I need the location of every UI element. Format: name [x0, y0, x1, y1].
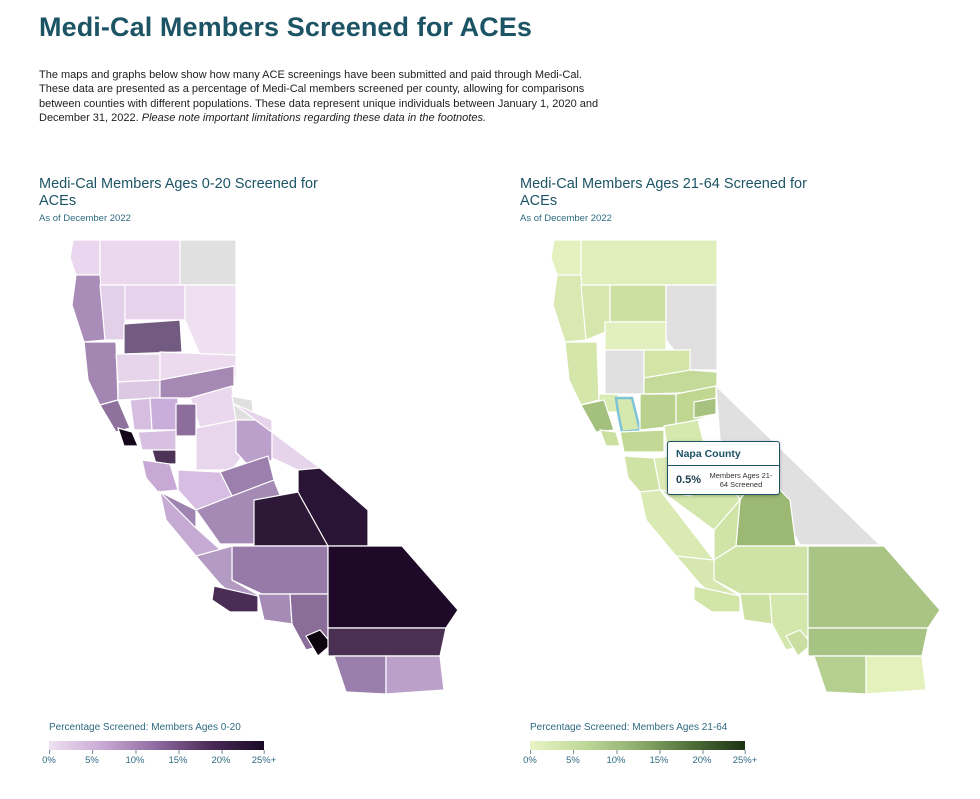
county-mendocino[interactable] [83, 341, 119, 406]
county-imperial[interactable] [865, 655, 927, 695]
legend-tick: 15% [649, 750, 669, 766]
tooltip-value: 0.5% [676, 474, 702, 486]
county-tehama[interactable] [123, 319, 183, 355]
legend-tick: 20% [211, 750, 231, 766]
county-tooltip: Napa County 0.5% Members Ages 21-64 Scre… [667, 441, 780, 495]
county-modoc [179, 239, 237, 286]
legend-tick: 25%+ [732, 750, 758, 766]
county-alpine[interactable] [693, 397, 717, 419]
county-contra-costa[interactable] [137, 429, 177, 451]
legend-tick: 20% [692, 750, 712, 766]
county-humboldt[interactable] [552, 274, 587, 343]
county-riverside[interactable] [807, 627, 929, 657]
map-subtitle-ages-0-20: As of December 2022 [39, 213, 131, 224]
county-alameda[interactable] [151, 449, 177, 465]
county-santa-clara[interactable] [141, 459, 179, 493]
legend-tick: 10% [606, 750, 626, 766]
legend-tick: 5% [85, 750, 99, 766]
county-glenn-butte[interactable] [115, 353, 161, 383]
county-riverside[interactable] [327, 627, 447, 657]
county-kings-kern[interactable] [231, 545, 329, 595]
county-kings-kern[interactable] [713, 545, 809, 595]
legend-ticks-ages-21-64: 0% 5% 10% 15% 20% 25%+ [523, 750, 757, 766]
legend-tick: 10% [125, 750, 145, 766]
county-del-norte[interactable] [550, 239, 582, 276]
county-imperial[interactable] [385, 655, 445, 695]
county-siskiyou[interactable] [99, 239, 181, 286]
tooltip-county-name: Napa County [676, 448, 741, 460]
map-title-ages-21-64: Medi-Cal Members Ages 21-64 Screened for… [520, 176, 807, 209]
county-mono[interactable] [233, 403, 322, 471]
tooltip-label: Members Ages 21-64 Screened [709, 471, 773, 489]
county-del-norte[interactable] [69, 239, 101, 276]
county-sonoma[interactable] [580, 399, 615, 433]
county-ventura[interactable] [739, 593, 773, 625]
county-shasta[interactable] [609, 284, 667, 323]
legend-tick: 15% [168, 750, 188, 766]
county-lake-colusa[interactable] [117, 379, 161, 401]
county-napa-yolo[interactable] [129, 397, 153, 431]
legend-tick: 0% [42, 750, 56, 766]
legend-gradient-ages-21-64 [530, 741, 745, 750]
legend-gradient-ages-0-20 [49, 741, 264, 750]
legend-title-ages-21-64: Percentage Screened: Members Ages 21-64 [530, 722, 728, 733]
county-yuba-nevada[interactable] [643, 369, 718, 395]
county-contra-costa[interactable] [619, 429, 665, 453]
county-mendocino[interactable] [564, 341, 600, 406]
county-trinity[interactable] [99, 284, 126, 341]
map-subtitle-ages-21-64: As of December 2022 [520, 213, 612, 224]
county-san-diego[interactable] [813, 655, 867, 695]
page-title: Medi-Cal Members Screened for ACEs [39, 12, 533, 42]
legend-title-ages-0-20: Percentage Screened: Members Ages 0-20 [49, 722, 241, 733]
county-sutter-sacramento[interactable] [149, 397, 179, 431]
county-sonoma[interactable] [99, 399, 131, 433]
county-marin[interactable] [599, 429, 621, 447]
county-san-bernardino[interactable] [327, 545, 459, 629]
county-san-joaquin[interactable] [175, 403, 197, 437]
county-humboldt[interactable] [71, 274, 106, 343]
map-title-ages-0-20: Medi-Cal Members Ages 0-20 Screened for … [39, 176, 318, 209]
county-san-diego[interactable] [333, 655, 387, 695]
county-tehama[interactable] [604, 321, 667, 351]
intro-note: Please note important limitations regard… [141, 112, 486, 125]
county-siskiyou[interactable] [580, 239, 718, 286]
county-san-bernardino[interactable] [807, 545, 941, 629]
legend-ticks-ages-0-20: 0% 5% 10% 15% 20% 25%+ [42, 750, 276, 766]
intro-paragraph: The maps and graphs below show how many … [39, 68, 611, 126]
legend-tick: 5% [566, 750, 580, 766]
legend-tick: 0% [523, 750, 537, 766]
county-santa-barbara[interactable] [693, 585, 741, 613]
county-glenn [604, 349, 645, 395]
county-marin[interactable] [117, 427, 139, 447]
county-napa[interactable] [614, 396, 642, 434]
county-ventura[interactable] [257, 593, 293, 625]
legend-tick: 25%+ [251, 750, 277, 766]
map-panel-ages-0-20: Medi-Cal Members Ages 0-20 Screened for … [39, 176, 479, 776]
county-lassen[interactable] [184, 284, 237, 356]
tooltip-divider [668, 465, 779, 466]
county-shasta[interactable] [124, 284, 186, 321]
california-map-ages-0-20[interactable] [39, 176, 479, 716]
county-santa-barbara[interactable] [211, 585, 259, 613]
intro-text: The maps and graphs below show how many … [39, 69, 599, 125]
